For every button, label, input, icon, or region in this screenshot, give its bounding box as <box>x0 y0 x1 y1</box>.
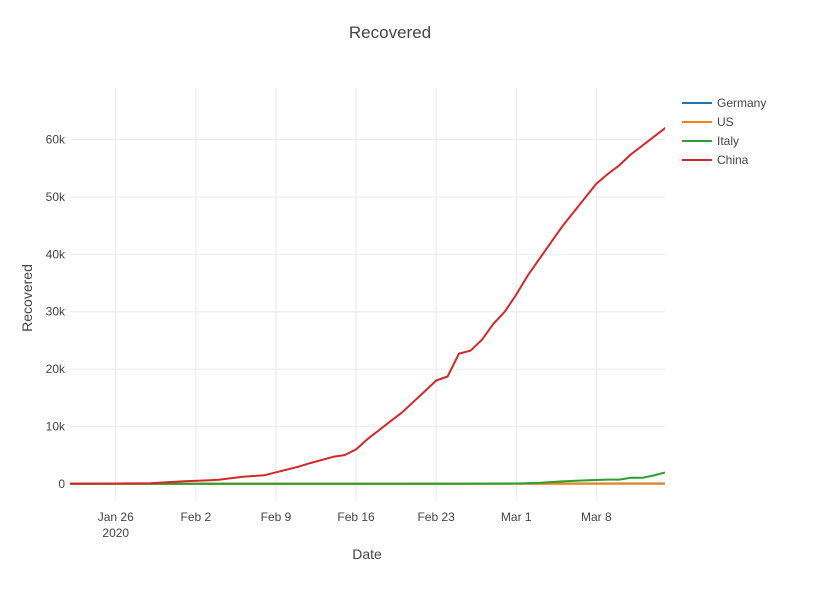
legend-item-china[interactable]: China <box>682 153 749 167</box>
series-line-china <box>70 126 665 485</box>
x-tick-sublabel: 2020 <box>102 526 129 540</box>
y-tick-label: 40k <box>46 247 66 261</box>
y-axis-ticks: 0 10k 20k 30k 40k 50k 60k <box>46 133 66 491</box>
x-tick-label: Feb 9 <box>261 510 292 524</box>
x-tick-label: Feb 2 <box>181 510 212 524</box>
x-tick-label: Jan 26 <box>98 510 134 524</box>
legend-item-us[interactable]: US <box>682 115 734 129</box>
chart-title: Recovered <box>349 23 431 42</box>
x-tick-label: Mar 8 <box>581 510 612 524</box>
x-tick-label: Feb 16 <box>337 510 375 524</box>
legend-item-italy[interactable]: Italy <box>682 134 739 148</box>
legend-item-germany[interactable]: Germany <box>682 96 766 110</box>
gridlines <box>70 88 665 501</box>
y-tick-label: 60k <box>46 133 66 147</box>
x-tick-label: Feb 23 <box>417 510 455 524</box>
y-tick-label: 30k <box>46 305 66 319</box>
y-tick-label: 20k <box>46 362 66 376</box>
plot-lines <box>70 126 665 485</box>
series-line-italy <box>70 471 665 485</box>
legend-label: US <box>717 115 734 129</box>
x-axis-ticks: Jan 26 2020 Feb 2 Feb 9 Feb 16 Feb 23 Mar 1 Mar… <box>98 510 612 540</box>
y-tick-label: 10k <box>46 419 66 433</box>
legend-label: China <box>717 153 749 167</box>
y-tick-label: 50k <box>46 190 66 204</box>
legend[interactable]: Germany US Italy China <box>682 96 766 167</box>
legend-label: Italy <box>717 134 739 148</box>
x-axis-title: Date <box>352 546 382 562</box>
x-tick-label: Mar 1 <box>501 510 532 524</box>
legend-label: Germany <box>717 96 766 110</box>
y-tick-label: 0 <box>58 477 65 491</box>
y-axis-title: Recovered <box>19 264 35 332</box>
